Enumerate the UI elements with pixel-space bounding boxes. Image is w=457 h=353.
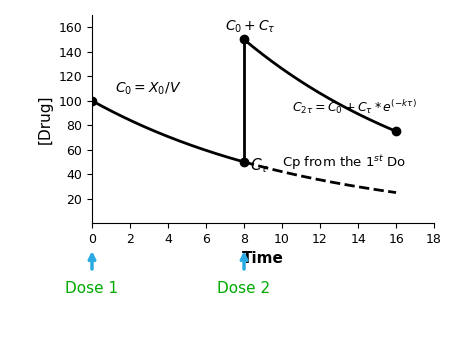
Text: $C_0+C_\tau$: $C_0+C_\tau$ [225, 19, 276, 35]
Text: Dose 1: Dose 1 [65, 281, 118, 296]
Y-axis label: [Drug]: [Drug] [38, 94, 53, 144]
Text: $C_{2\tau}=C_0+C_\tau*e^{(-k\tau)}$: $C_{2\tau}=C_0+C_\tau*e^{(-k\tau)}$ [292, 98, 416, 116]
Text: $C_0=X_0/V$: $C_0=X_0/V$ [115, 80, 181, 97]
Text: Dose 2: Dose 2 [218, 281, 271, 296]
X-axis label: Time: Time [242, 251, 284, 267]
Text: $C_\tau$: $C_\tau$ [250, 156, 269, 175]
Text: Cp from the 1$^{st}$ Do: Cp from the 1$^{st}$ Do [282, 154, 406, 172]
